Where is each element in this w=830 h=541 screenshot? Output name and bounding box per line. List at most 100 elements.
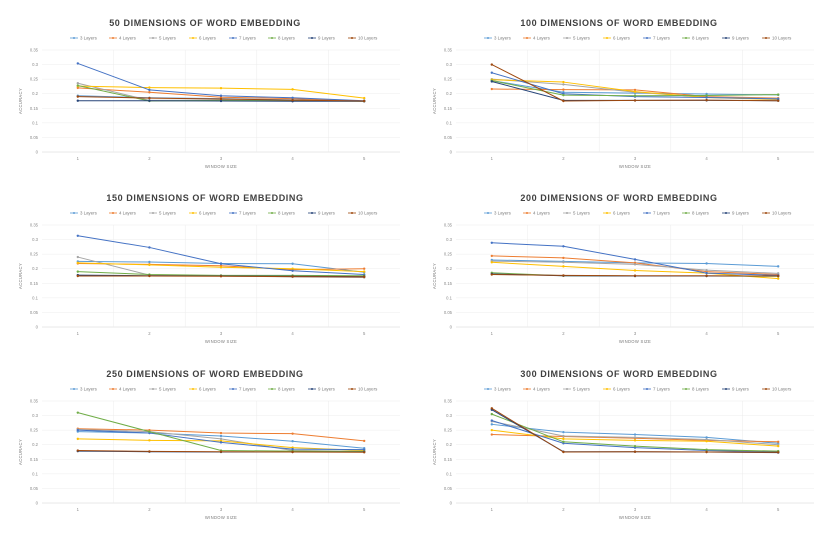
data-point — [562, 99, 565, 103]
y-tick-label: 0.1 — [446, 120, 452, 125]
data-point — [705, 274, 708, 277]
legend-label: 10 Layers — [358, 36, 378, 41]
y-tick-label: 0.1 — [32, 471, 38, 476]
legend-label: 4 Layers — [533, 387, 551, 392]
legend-label: 4 Layers — [533, 211, 551, 216]
legend-label: 7 Layers — [239, 387, 257, 392]
y-tick-label: 0.25 — [30, 77, 39, 82]
data-point — [777, 265, 780, 268]
y-tick-label: 0.1 — [446, 471, 452, 476]
chart-svg: 300 DIMENSIONS OF WORD EMBEDDING 3 Layers… — [432, 369, 814, 520]
legend-label: 5 Layers — [159, 211, 177, 216]
legend-label: 10 Layers — [358, 387, 378, 392]
x-tick-label: 3 — [634, 331, 637, 336]
data-point — [219, 97, 223, 101]
legend-marker — [112, 388, 114, 390]
data-point — [76, 84, 80, 87]
data-point — [777, 272, 780, 275]
data-point — [291, 96, 294, 99]
x-axis-label: WINDOW SIZE — [205, 164, 237, 169]
y-tick-label: 0.3 — [32, 413, 38, 418]
data-point — [363, 448, 366, 451]
data-point — [490, 412, 493, 416]
x-tick-label: 5 — [777, 507, 780, 512]
data-point — [705, 94, 708, 97]
data-point — [705, 268, 708, 272]
data-point — [562, 256, 565, 260]
data-point — [291, 447, 294, 451]
legend-marker — [112, 212, 114, 214]
x-axis-label: WINDOW SIZE — [619, 164, 651, 169]
legend-marker — [311, 37, 313, 39]
y-tick-label: 0.3 — [446, 413, 452, 418]
y-axis-label: ACCURACY — [18, 439, 23, 465]
y-axis-label: ACCURACY — [18, 263, 23, 289]
data-point — [490, 261, 493, 264]
x-tick-label: 1 — [491, 331, 494, 336]
legend-marker — [311, 212, 313, 214]
legend-label: 7 Layers — [653, 387, 671, 392]
data-point — [633, 88, 637, 92]
x-tick-label: 2 — [562, 507, 565, 512]
legend-marker — [646, 388, 648, 390]
legend-marker — [526, 388, 528, 390]
legend-marker — [271, 212, 273, 214]
chart-panel-100d: 100 DIMENSIONS OF WORD EMBEDDING 3 Layers… — [414, 12, 824, 188]
data-point — [291, 88, 294, 91]
y-tick-label: 0 — [450, 501, 453, 506]
x-tick-label: 1 — [491, 507, 494, 512]
data-point — [363, 439, 366, 443]
data-point — [633, 439, 637, 442]
x-tick-label: 3 — [634, 507, 637, 512]
data-point — [219, 434, 223, 438]
y-tick-label: 0 — [450, 150, 453, 155]
y-tick-label: 0 — [36, 501, 39, 506]
data-point — [490, 71, 493, 74]
data-point — [76, 437, 80, 441]
x-tick-label: 4 — [291, 156, 294, 161]
legend-marker — [765, 388, 767, 390]
legend-label: 4 Layers — [533, 36, 551, 41]
y-axis-label: ACCURACY — [432, 439, 437, 465]
y-axis-label: ACCURACY — [18, 88, 23, 114]
y-tick-label: 0.25 — [30, 252, 39, 257]
data-point — [291, 275, 294, 278]
data-point — [76, 62, 80, 65]
legend-label: 5 Layers — [159, 36, 177, 41]
legend-marker — [725, 37, 727, 39]
data-point — [562, 261, 565, 264]
chart-title: 300 DIMENSIONS OF WORD EMBEDDING — [520, 369, 717, 379]
data-point — [76, 274, 80, 278]
data-point — [633, 258, 637, 261]
legend-label: 9 Layers — [732, 36, 750, 41]
chart-title: 100 DIMENSIONS OF WORD EMBEDDING — [520, 18, 717, 28]
data-point — [705, 448, 708, 451]
legend-label: 10 Layers — [772, 36, 792, 41]
data-point — [148, 263, 151, 267]
data-point — [490, 80, 493, 83]
data-point — [76, 270, 80, 273]
x-tick-label: 4 — [705, 507, 708, 512]
legend-marker — [646, 37, 648, 39]
legend-label: 9 Layers — [318, 211, 336, 216]
data-point — [148, 99, 151, 102]
x-tick-label: 2 — [562, 331, 565, 336]
legend-marker — [566, 388, 568, 390]
x-axis-label: WINDOW SIZE — [205, 339, 237, 344]
legend-label: 8 Layers — [692, 36, 710, 41]
data-point — [777, 444, 780, 448]
legend-label: 8 Layers — [692, 211, 710, 216]
legend-marker — [192, 388, 194, 390]
data-point — [633, 269, 637, 272]
data-point — [291, 98, 294, 102]
data-point — [777, 99, 780, 102]
data-point — [705, 98, 708, 102]
legend-label: 4 Layers — [119, 211, 137, 216]
legend-marker — [152, 388, 154, 390]
data-point — [562, 88, 565, 91]
data-point — [633, 444, 637, 448]
legend-marker — [765, 37, 767, 39]
x-tick-label: 2 — [148, 331, 151, 336]
legend-label: 5 Layers — [573, 387, 591, 392]
data-point — [490, 428, 493, 432]
